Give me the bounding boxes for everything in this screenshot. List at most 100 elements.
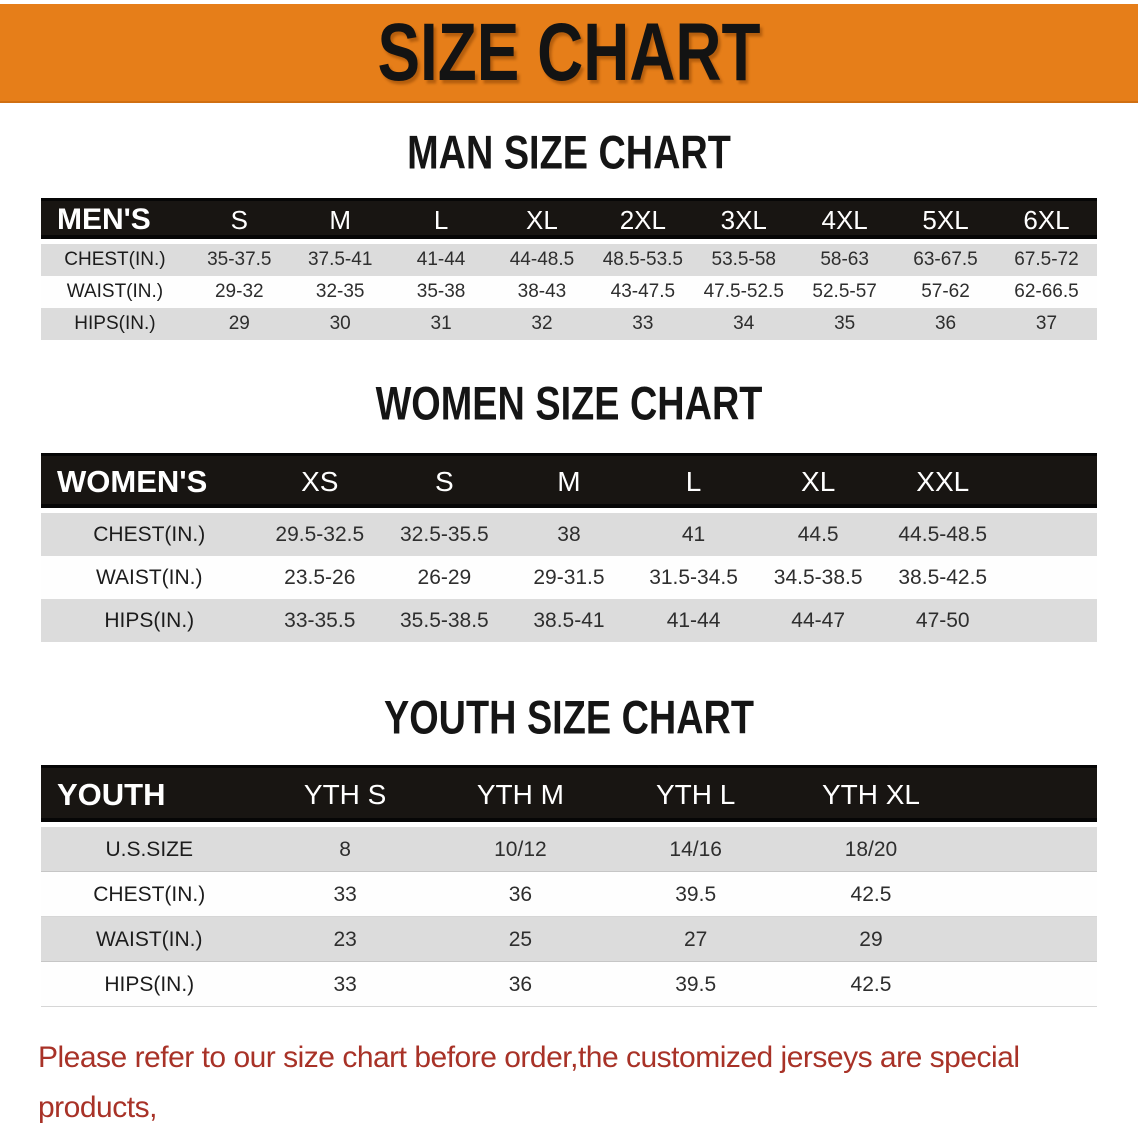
size-chart-page: SIZE CHART MAN SIZE CHART MEN'S S M L XL 2XL 3… [0, 4, 1138, 1132]
measure-label: WAIST(IN.) [95, 565, 203, 589]
youth-size-section: YOUTH SIZE CHART YOUTH YTH S YTH M YTH L YTH… [0, 691, 1138, 1007]
size-value: 53.5-58 [711, 249, 776, 270]
size-value: 29-31.5 [533, 565, 605, 589]
size-value: 42.5 [783, 872, 958, 917]
spacer-cell [959, 917, 1097, 962]
size-value: 23.5-26 [284, 565, 356, 589]
table-row: CHEST(IN.) 33 36 39.5 42.5 [41, 872, 1097, 917]
men-size-table: MEN'S S M L XL 2XL 3XL 4XL 5XL 6XL CHEST(IN.) 35-37… [41, 198, 1097, 340]
size-value: 62-66.5 [1014, 281, 1079, 302]
size-value: 38 [557, 522, 581, 546]
measure-label: HIPS(IN.) [74, 313, 156, 334]
size-column-header: 4XL [794, 198, 896, 244]
size-value: 41-44 [416, 249, 466, 270]
size-value: 44.5 [797, 522, 839, 546]
size-value: 31 [430, 313, 452, 334]
size-value: 39.5 [608, 872, 783, 917]
measure-label: CHEST(IN.) [41, 872, 257, 917]
table-row: HIPS(IN.) 29 30 31 32 33 34 35 36 37 [41, 308, 1097, 340]
size-value: 27 [608, 917, 783, 962]
table-header-row: WOMEN'S XS S M L XL XXL [41, 453, 1097, 513]
size-value: 47-50 [915, 608, 970, 632]
size-value: 14/16 [608, 827, 783, 872]
table-header-row: YOUTH YTH S YTH M YTH L YTH XL [41, 765, 1097, 827]
banner: SIZE CHART [0, 4, 1138, 103]
size-column-header: YTH L [608, 765, 784, 827]
youth-size-table: YOUTH YTH S YTH M YTH L YTH XL U.S.SIZE 8 10/12… [41, 765, 1097, 1007]
size-value: 10/12 [433, 827, 608, 872]
size-value: 32.5-35.5 [400, 522, 489, 546]
size-value: 52.5-57 [812, 281, 877, 302]
size-value: 25 [433, 917, 608, 962]
size-value: 36 [433, 872, 608, 917]
size-column-header: XL [491, 198, 593, 244]
size-value: 44.5-48.5 [898, 522, 988, 546]
measure-label: WAIST(IN.) [41, 917, 257, 962]
spacer-cell [959, 962, 1097, 1007]
size-value: 41-44 [666, 608, 721, 632]
table-header-row: MEN'S S M L XL 2XL 3XL 4XL 5XL 6XL [41, 198, 1097, 244]
table-row: WAIST(IN.) 23 25 27 29 [41, 917, 1097, 962]
size-value: 43-47.5 [610, 281, 676, 302]
size-value: 37 [1035, 313, 1058, 334]
size-column-header: YTH M [432, 765, 609, 827]
size-value: 36 [934, 313, 957, 334]
table-row: WAIST(IN.) 29-32 32-35 35-38 38-43 43-47.5 47.… [41, 276, 1097, 308]
spacer-cell [1005, 513, 1097, 556]
size-value: 47.5-52.5 [703, 281, 784, 302]
size-column-header: YTH S [257, 765, 433, 827]
size-value: 23 [257, 917, 432, 962]
size-value: 33 [632, 313, 654, 334]
size-value: 37.5-41 [307, 249, 373, 270]
size-column-header: YTH XL [783, 765, 959, 827]
size-value: 34.5-38.5 [773, 565, 863, 589]
size-value: 31.5-34.5 [649, 565, 738, 589]
disclaimer-note: Please refer to our size chart before or… [38, 1033, 1138, 1132]
measure-label: CHEST(IN.) [64, 249, 166, 270]
women-section-heading: WOMEN SIZE CHART [375, 377, 763, 431]
size-value: 44-48.5 [509, 249, 575, 270]
size-value: 48.5-53.5 [602, 249, 683, 270]
size-value: 38.5-42.5 [898, 565, 988, 589]
women-size-section: WOMEN SIZE CHART WOMEN'S XS S M L XL XXL CHEST(… [0, 377, 1138, 642]
size-column-header: XXL [880, 453, 1006, 513]
size-value: 29 [783, 917, 958, 962]
youth-section-heading: YOUTH SIZE CHART [383, 691, 754, 745]
size-column-header: XL [755, 453, 881, 513]
spacer-cell [958, 765, 1097, 827]
size-column-header: XS [257, 453, 383, 513]
size-value: 33 [257, 872, 432, 917]
table-row: CHEST(IN.) 29.5-32.5 32.5-35.5 38 41 44.5 44.5… [41, 513, 1097, 556]
size-value: 32 [531, 313, 553, 334]
size-value: 35-38 [416, 281, 466, 302]
women-size-table: WOMEN'S XS S M L XL XXL CHEST(IN.) 29.5-32.5 32.5… [41, 453, 1097, 642]
measure-label: CHEST(IN.) [93, 522, 206, 546]
size-value: 38-43 [517, 281, 567, 302]
table-title: MEN'S [41, 198, 189, 244]
size-value: 39.5 [608, 962, 783, 1007]
measure-label: U.S.SIZE [41, 827, 257, 872]
size-column-header: 5XL [895, 198, 996, 244]
size-value: 35 [834, 313, 856, 334]
size-value: 36 [433, 962, 608, 1007]
size-value: 34 [733, 313, 755, 334]
size-value: 44-47 [791, 608, 846, 632]
table-title: WOMEN'S [41, 453, 258, 513]
measure-label: HIPS(IN.) [104, 608, 195, 632]
size-column-header: S [382, 453, 507, 513]
size-value: 41 [681, 522, 706, 546]
spacer-cell [1005, 556, 1097, 599]
spacer-cell [959, 827, 1097, 872]
table-row: CHEST(IN.) 35-37.5 37.5-41 41-44 44-48.5 48.5… [41, 244, 1097, 276]
size-column-header: L [631, 453, 756, 513]
measure-label: WAIST(IN.) [66, 281, 164, 302]
size-column-header: L [390, 198, 492, 244]
size-value: 29-32 [214, 281, 264, 302]
size-value: 38.5-41 [533, 608, 605, 632]
size-value: 29.5-32.5 [275, 522, 365, 546]
men-size-section: MAN SIZE CHART MEN'S S M L XL 2XL 3XL 4XL 5XL 6XL… [0, 127, 1138, 340]
size-value: 67.5-72 [1014, 249, 1079, 270]
spacer-cell [959, 872, 1097, 917]
spacer-cell [1005, 599, 1097, 642]
size-value: 33-35.5 [284, 608, 356, 632]
